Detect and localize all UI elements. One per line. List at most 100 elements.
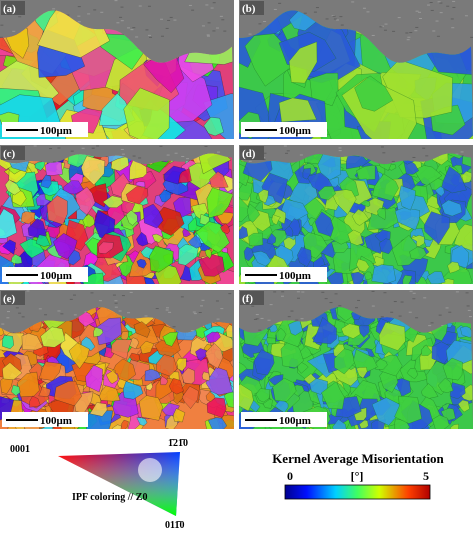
sem-noise [415, 317, 418, 318]
sem-noise [53, 161, 56, 162]
sem-noise [208, 22, 211, 23]
panels: (a)100μm(b)100μm(c)100μm(d)100μm(e)100μm… [0, 0, 474, 446]
ipf-legend: 0001 1̄21̄0 011̄0 IPF coloring // Z0 [10, 438, 188, 530]
sem-noise [161, 36, 164, 37]
sem-noise [212, 30, 215, 31]
sem-noise [166, 28, 169, 29]
sem-noise [12, 31, 15, 32]
sem-noise [297, 298, 300, 299]
sem-noise [439, 315, 442, 316]
sem-noise [87, 13, 90, 14]
sem-noise [26, 290, 29, 291]
sem-noise [135, 36, 138, 37]
sem-noise [413, 293, 416, 294]
sem-noise [351, 1, 354, 2]
sem-noise [251, 306, 254, 307]
sem-noise [149, 37, 152, 38]
sem-noise [288, 316, 291, 317]
sem-noise [156, 308, 159, 309]
sem-noise [148, 6, 151, 7]
sem-noise [461, 151, 464, 152]
sem-noise [383, 292, 386, 293]
micrograph-panel: (d)100μm [224, 132, 474, 294]
sem-noise [249, 161, 252, 162]
sem-noise [285, 153, 288, 154]
sem-noise [223, 31, 226, 32]
sem-noise [211, 8, 214, 9]
sem-noise [437, 36, 440, 37]
sem-noise [90, 292, 93, 293]
sem-noise [355, 307, 358, 308]
sem-noise [159, 146, 162, 147]
sem-noise [438, 1, 441, 2]
sem-noise [139, 6, 142, 7]
sem-noise [121, 149, 124, 150]
scale-label: 100μm [40, 125, 72, 137]
sem-noise [423, 297, 426, 298]
sem-noise [181, 156, 184, 157]
sem-noise [414, 30, 417, 31]
sem-noise [92, 148, 95, 149]
ipf-corner: 0001 [10, 444, 30, 455]
sem-noise [399, 316, 402, 317]
sem-noise [57, 148, 60, 149]
sem-noise [446, 307, 449, 308]
sem-noise [114, 0, 117, 1]
sem-noise [330, 302, 333, 303]
sem-noise [440, 12, 443, 13]
sem-noise [339, 16, 342, 17]
grain [249, 233, 263, 246]
sem-noise [339, 150, 342, 151]
sem-noise [409, 32, 412, 33]
sem-noise [316, 7, 319, 8]
sem-noise [7, 311, 10, 312]
sem-noise [333, 16, 336, 17]
sem-noise [113, 295, 116, 296]
ipf-triangle-overlay [58, 452, 180, 516]
sem-noise [166, 310, 169, 311]
sem-noise [427, 5, 430, 6]
sem-noise [189, 5, 192, 6]
sem-noise [273, 291, 276, 292]
sem-noise [295, 320, 298, 321]
sem-noise [204, 146, 207, 147]
sem-noise [221, 19, 224, 20]
sem-noise [366, 11, 369, 12]
sem-noise [121, 20, 124, 21]
sem-noise [357, 300, 360, 301]
sem-noise [73, 295, 76, 296]
kam-max: 5 [423, 469, 429, 483]
sem-noise [220, 16, 223, 17]
sem-noise [6, 317, 9, 318]
sem-noise [326, 18, 329, 19]
micrograph-panel: (a)100μm [0, 0, 259, 164]
sem-noise [419, 18, 422, 19]
sem-noise [381, 316, 384, 317]
micrograph-panel: (e)100μm [0, 280, 245, 441]
sem-noise [325, 298, 328, 299]
sem-noise [39, 308, 42, 309]
grain [237, 226, 248, 238]
sem-noise [99, 300, 102, 301]
sem-noise [407, 39, 410, 40]
sem-noise [96, 145, 99, 146]
sem-noise [60, 313, 63, 314]
sem-noise [173, 20, 176, 21]
sem-noise [394, 301, 397, 302]
sem-noise [415, 27, 418, 28]
sem-noise [372, 35, 375, 36]
grain [2, 335, 14, 349]
panel-label: (e) [3, 293, 16, 305]
sem-noise [314, 12, 317, 13]
sem-noise [339, 147, 342, 148]
sem-noise [77, 16, 80, 17]
sem-noise [120, 7, 123, 8]
sem-noise [100, 12, 103, 13]
sem-noise [451, 18, 454, 19]
sem-noise [256, 318, 259, 319]
sem-noise [168, 312, 171, 313]
sem-noise [267, 320, 270, 321]
sem-noise [287, 150, 290, 151]
sem-noise [202, 25, 205, 26]
sem-noise [160, 19, 163, 20]
